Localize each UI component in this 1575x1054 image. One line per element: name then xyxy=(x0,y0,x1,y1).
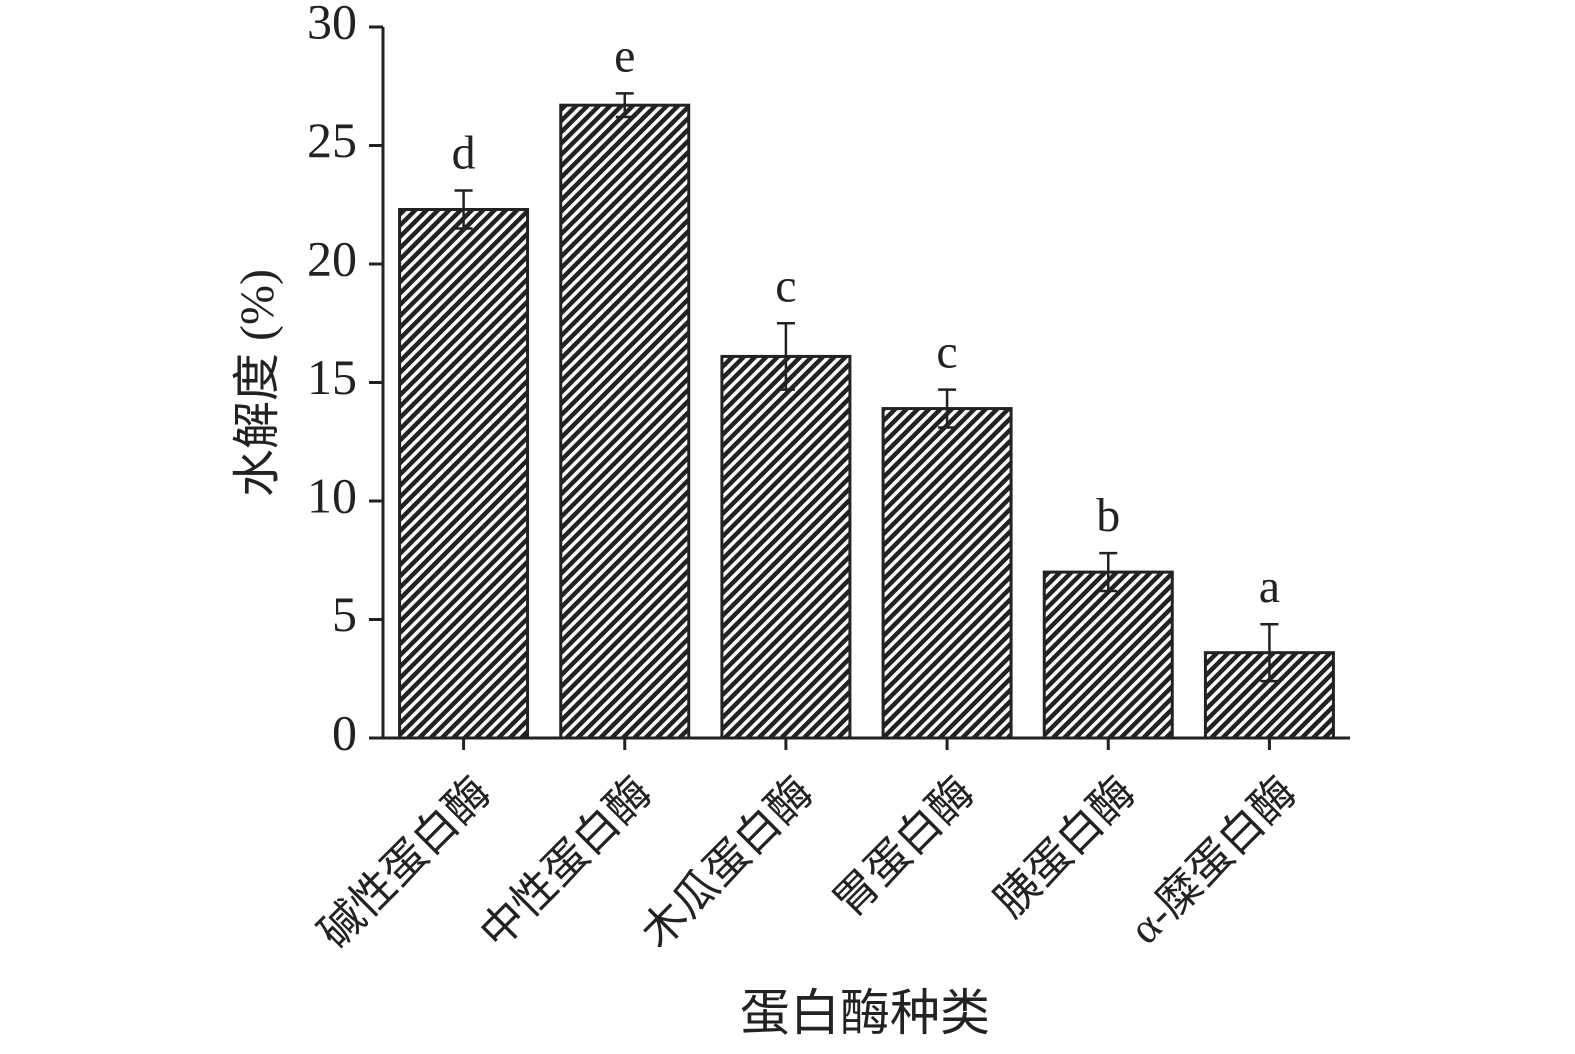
significance-label: c xyxy=(936,326,957,379)
y-tick-label: 5 xyxy=(332,586,357,642)
y-tick-label: 10 xyxy=(307,467,357,523)
x-tick-label: α-糜蛋白酶 xyxy=(1120,768,1306,954)
significance-label: b xyxy=(1096,489,1120,542)
y-tick-label: 15 xyxy=(307,349,357,405)
error-bar xyxy=(1260,622,1279,683)
error-bar xyxy=(615,92,634,119)
bar xyxy=(881,407,1013,740)
y-tick-label: 30 xyxy=(307,0,357,49)
bar xyxy=(720,354,852,740)
x-tick-label: 木瓜蛋白酶 xyxy=(632,768,822,958)
x-tick-label: 胃蛋白酶 xyxy=(824,768,983,927)
y-axis-title: 水解度 (%) xyxy=(231,269,284,497)
x-tick-label: 中性蛋白酶 xyxy=(471,768,661,958)
x-axis-title: 蛋白酶种类 xyxy=(740,985,990,1041)
error-bar xyxy=(938,388,957,429)
error-bar xyxy=(776,322,795,391)
y-tick-label: 20 xyxy=(307,230,357,286)
error-bar xyxy=(1099,551,1118,593)
significance-label: e xyxy=(614,29,635,82)
x-tick-label: 碱性蛋白酶 xyxy=(310,768,500,958)
bar xyxy=(559,103,691,740)
error-bar xyxy=(454,189,473,230)
y-tick-label: 0 xyxy=(332,704,357,760)
significance-label: a xyxy=(1259,560,1280,613)
significance-label: c xyxy=(775,259,796,312)
significance-label: d xyxy=(452,127,476,180)
bar xyxy=(398,207,530,740)
x-tick-label: 胰蛋白酶 xyxy=(985,768,1144,927)
bar xyxy=(1042,570,1174,740)
y-tick-label: 25 xyxy=(307,112,357,168)
